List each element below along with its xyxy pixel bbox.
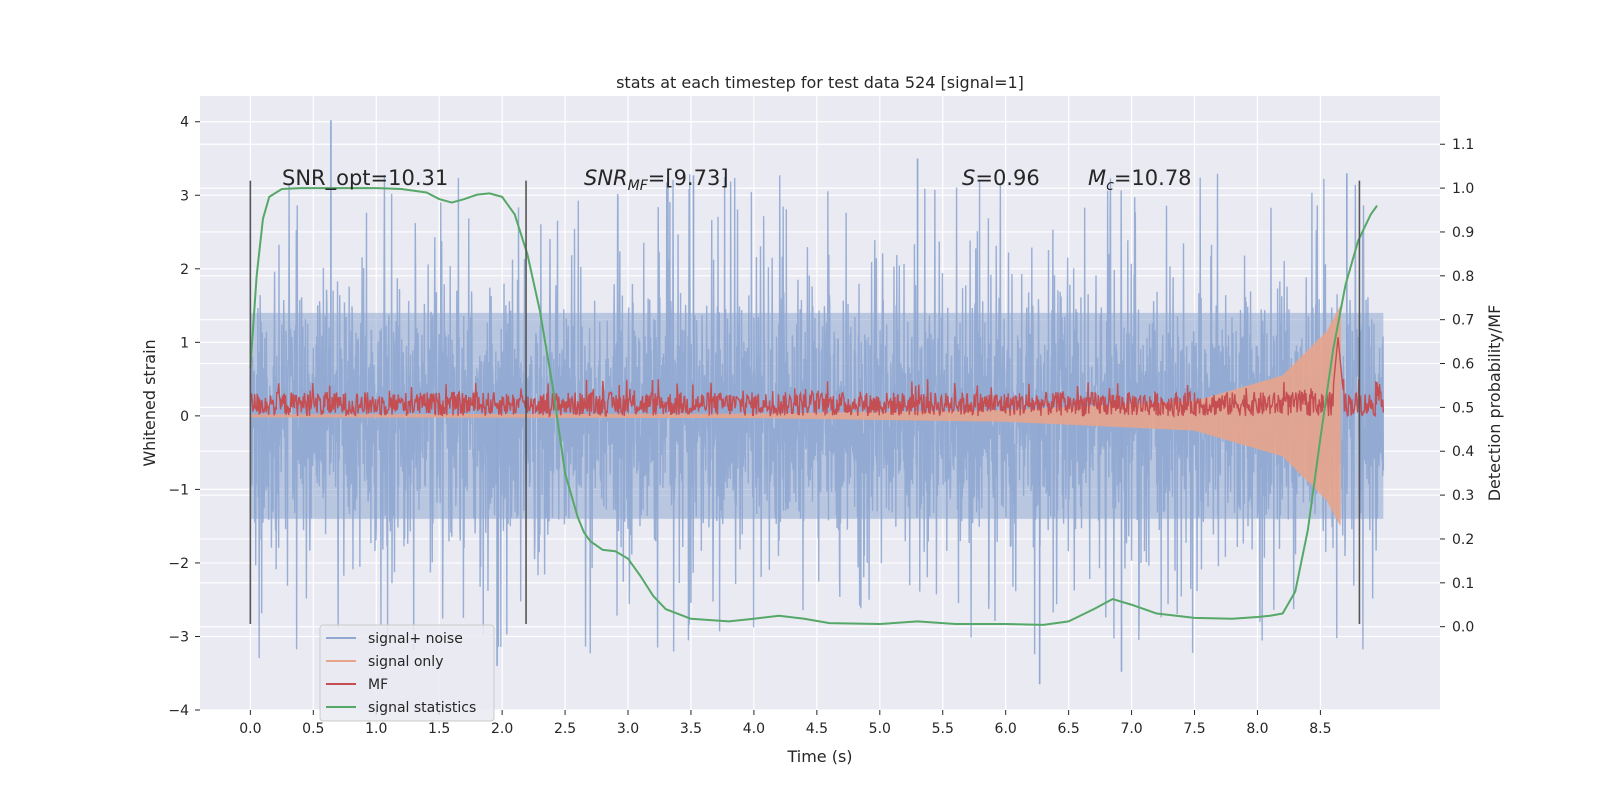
series-mf <box>249 337 1385 419</box>
y2-tick-label: 0.2 <box>1452 532 1474 548</box>
x-tick-label: 8.0 <box>1246 721 1268 737</box>
x-axis-label: Time (s) <box>786 747 852 766</box>
y-tick-label: −1 <box>168 482 189 498</box>
annotation-snr-mf: SNRMF=[9.73] <box>584 166 729 194</box>
series-signal-statistics <box>249 187 1378 626</box>
y2-axis-label: Detection probability/MF <box>1485 305 1504 502</box>
y2-tick-label: 0.7 <box>1452 313 1474 329</box>
x-tick-label: 1.0 <box>365 721 387 737</box>
x-tick-label: 4.5 <box>806 721 828 737</box>
ticks: 0.0 0.5 1.0 1.5 2.0 2.5 3.0 3.5 4.0 4.5 5.0 5.5 6.0 6… <box>168 115 1474 737</box>
x-tick-label: 7.0 <box>1120 721 1142 737</box>
legend-frame <box>319 624 495 722</box>
annotation-snr-opt: SNR_opt=10.31 <box>282 166 448 191</box>
x-tick-label: 7.5 <box>1183 721 1205 737</box>
annotation-s: S=0.96 <box>962 166 1040 190</box>
y-tick-label: −3 <box>168 629 189 645</box>
x-tick-label: 4.0 <box>743 721 765 737</box>
x-tick-label: 2.0 <box>491 721 513 737</box>
annotation-mc: Mc=10.78 <box>1088 166 1192 194</box>
x-tick-label: 8.5 <box>1309 721 1331 737</box>
x-tick-label: 5.0 <box>869 721 891 737</box>
y2-tick-label: 0.8 <box>1452 269 1474 285</box>
y-tick-label: 1 <box>180 335 189 351</box>
y-tick-label: 2 <box>180 262 189 278</box>
legend-label-mf: MF <box>368 677 388 693</box>
y-axis-label: Whitened strain <box>140 339 159 466</box>
y2-tick-label: 0.6 <box>1452 357 1474 373</box>
x-tick-label: 0.5 <box>302 721 324 737</box>
x-tick-label: 0.0 <box>239 721 261 737</box>
legend: signal+ noise signal only MF signal stat… <box>319 624 495 722</box>
x-tick-label: 1.5 <box>428 721 450 737</box>
series-signal-only <box>249 305 1342 526</box>
y2-tick-label: 0.4 <box>1452 444 1474 460</box>
y-tick-label: −2 <box>168 556 189 572</box>
y-tick-label: −4 <box>168 703 189 719</box>
chart-title: stats at each timestep for test data 524… <box>616 73 1024 92</box>
y2-tick-label: 1.1 <box>1452 137 1474 153</box>
y-tick-label: 0 <box>180 409 189 425</box>
legend-label-signal-only: signal only <box>368 654 443 670</box>
y2-tick-label: 0.0 <box>1452 620 1474 636</box>
legend-label-signal-noise: signal+ noise <box>368 631 463 647</box>
y2-tick-label: 0.1 <box>1452 576 1474 592</box>
x-tick-label: 2.5 <box>554 721 576 737</box>
y-tick-label: 4 <box>180 115 189 131</box>
x-tick-label: 6.5 <box>1057 721 1079 737</box>
series-layer <box>249 120 1385 685</box>
annotations: SNR_opt=10.31 SNRMF=[9.73] S=0.96 Mc=10.78 <box>249 166 1361 624</box>
y2-tick-label: 0.9 <box>1452 225 1474 241</box>
x-tick-label: 3.0 <box>617 721 639 737</box>
y2-tick-label: 0.3 <box>1452 488 1474 504</box>
y-tick-label: 3 <box>180 188 189 204</box>
x-tick-label: 5.5 <box>932 721 954 737</box>
y2-tick-label: 0.5 <box>1452 400 1474 416</box>
x-tick-label: 6.0 <box>995 721 1017 737</box>
x-tick-label: 3.5 <box>680 721 702 737</box>
legend-label-signal-statistics: signal statistics <box>368 700 476 716</box>
y2-tick-label: 1.0 <box>1452 181 1474 197</box>
